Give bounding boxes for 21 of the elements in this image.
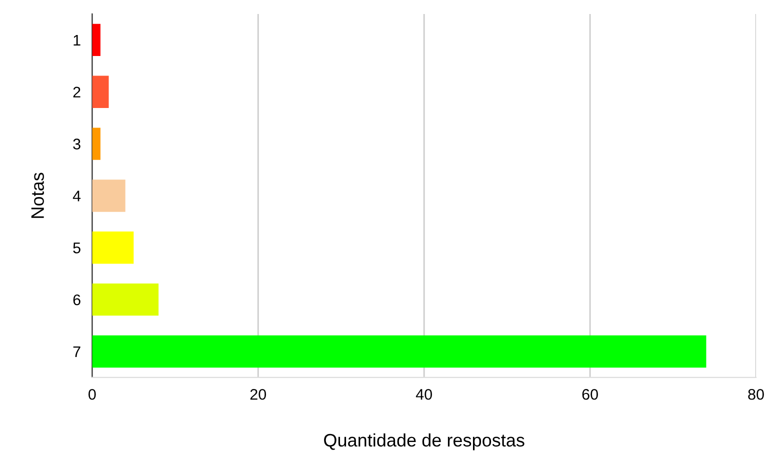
x-tick-label: 0 <box>88 388 96 400</box>
y-tick-label: 3 <box>73 138 80 150</box>
bar <box>92 232 134 264</box>
y-tick-label: 4 <box>72 190 81 202</box>
bar <box>92 24 100 56</box>
y-tick-label: 5 <box>73 242 80 254</box>
bar <box>92 76 109 108</box>
bar <box>92 128 100 160</box>
y-tick-label: 6 <box>73 294 80 306</box>
y-tick-label: 2 <box>73 86 80 98</box>
x-tick-label: 60 <box>582 388 598 400</box>
x-tick-label: 20 <box>250 388 266 400</box>
y-axis-title: Notas <box>31 172 44 218</box>
x-axis-title: Quantidade de respostas <box>324 433 524 450</box>
x-tick-label: 40 <box>416 388 432 400</box>
bar <box>92 283 159 316</box>
bar <box>92 335 706 368</box>
x-tick-label: 80 <box>748 388 764 400</box>
y-tick-label: 7 <box>73 346 80 358</box>
y-tick-label: 1 <box>74 34 80 46</box>
bar <box>92 180 126 212</box>
